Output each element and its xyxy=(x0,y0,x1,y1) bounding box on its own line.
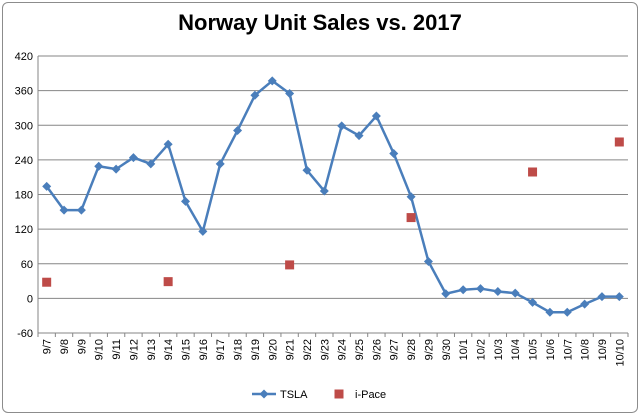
data-point-tsla xyxy=(580,299,590,309)
data-point-tsla xyxy=(215,159,225,169)
legend-label-tsla: TSLA xyxy=(280,389,308,401)
series-line-tsla xyxy=(45,79,620,314)
data-point-tsla xyxy=(163,139,173,149)
x-tick-label: 9/10 xyxy=(94,339,106,360)
data-point-tsla xyxy=(94,161,104,171)
data-point-tsla xyxy=(597,292,607,302)
x-tick-label: 9/29 xyxy=(423,339,435,360)
x-tick-label: 9/24 xyxy=(337,339,349,360)
x-tick-label: 10/2 xyxy=(476,339,488,360)
data-point-tsla xyxy=(337,121,347,131)
data-point-tsla xyxy=(441,289,451,299)
data-point-tsla xyxy=(406,192,416,202)
x-tick-label: 9/20 xyxy=(267,339,279,360)
data-point-tsla xyxy=(493,286,503,296)
y-tick-label: 120 xyxy=(15,224,33,236)
data-point-tsla xyxy=(285,89,295,99)
x-tick-label: 9/23 xyxy=(319,339,331,360)
data-point-tsla xyxy=(76,205,86,215)
x-tick-label: 10/8 xyxy=(580,339,592,360)
data-point-tsla xyxy=(250,90,260,100)
x-tick-label: 10/7 xyxy=(562,339,574,360)
data-point-i-pace xyxy=(406,213,416,223)
x-tick-label: 9/18 xyxy=(233,339,245,360)
x-tick-label: 9/19 xyxy=(250,339,262,360)
x-tick-label: 9/9 xyxy=(76,339,88,354)
data-point-tsla xyxy=(389,149,399,159)
data-point-tsla xyxy=(319,186,329,196)
x-tick-label: 9/13 xyxy=(146,339,158,360)
y-tick-label: 240 xyxy=(15,155,33,167)
legend-marker-tsla xyxy=(259,389,269,399)
x-tick-label: 9/12 xyxy=(128,339,140,360)
data-point-tsla xyxy=(146,159,156,169)
x-tick-label: 10/3 xyxy=(493,339,505,360)
legend-label-i-pace: i-Pace xyxy=(355,389,386,401)
x-tick-label: 9/8 xyxy=(59,339,71,354)
data-point-tsla xyxy=(111,164,121,174)
y-tick-label: 420 xyxy=(15,51,33,63)
x-tick-label: 9/25 xyxy=(354,339,366,360)
x-tick-label: 9/21 xyxy=(285,339,297,360)
data-point-tsla xyxy=(59,205,69,215)
data-point-tsla xyxy=(458,285,468,295)
x-tick-label: 9/16 xyxy=(198,339,210,360)
data-point-tsla xyxy=(233,125,243,135)
data-point-tsla xyxy=(423,256,433,266)
data-point-tsla xyxy=(42,181,52,191)
x-tick-label: 9/22 xyxy=(302,339,314,360)
data-point-tsla xyxy=(198,226,208,236)
data-point-tsla xyxy=(181,196,190,206)
y-tick-label: 300 xyxy=(15,120,33,132)
x-tick-label: 9/14 xyxy=(163,339,175,360)
data-point-tsla xyxy=(371,111,381,121)
data-point-tsla xyxy=(528,297,538,307)
x-tick-label: 10/10 xyxy=(614,339,626,367)
x-tick-label: 10/5 xyxy=(528,339,540,360)
y-tick-label: 0 xyxy=(27,293,33,305)
data-point-tsla xyxy=(510,288,520,298)
x-tick-label: 9/7 xyxy=(42,339,54,354)
data-point-i-pace xyxy=(614,137,624,147)
data-point-tsla xyxy=(128,153,138,163)
x-tick-label: 10/1 xyxy=(458,339,470,360)
data-point-i-pace xyxy=(285,260,295,270)
x-tick-label: 9/28 xyxy=(406,339,418,360)
data-point-tsla xyxy=(614,292,624,302)
data-point-tsla xyxy=(302,165,312,175)
x-tick-label: 9/15 xyxy=(181,339,193,360)
data-point-tsla xyxy=(545,307,555,317)
x-tick-label: 10/9 xyxy=(597,339,609,360)
data-point-tsla xyxy=(476,284,485,294)
x-tick-label: 9/27 xyxy=(389,339,401,360)
data-point-i-pace xyxy=(528,167,538,177)
y-tick-label: -60 xyxy=(17,328,33,340)
y-tick-label: 360 xyxy=(15,86,33,98)
y-tick-label: 60 xyxy=(21,259,33,271)
data-point-tsla xyxy=(267,76,277,86)
legend-marker-i-pace xyxy=(334,389,344,399)
chart-title: Norway Unit Sales vs. 2017 xyxy=(178,10,462,35)
x-tick-label: 9/26 xyxy=(371,339,383,360)
x-tick-label: 9/17 xyxy=(215,339,227,360)
data-point-tsla xyxy=(354,131,364,141)
data-point-i-pace xyxy=(42,277,52,287)
x-tick-label: 10/6 xyxy=(545,339,557,360)
data-point-tsla xyxy=(562,307,572,317)
data-point-i-pace xyxy=(163,277,173,287)
x-tick-label: 9/30 xyxy=(441,339,453,360)
x-tick-label: 9/11 xyxy=(111,339,123,360)
x-tick-label: 10/4 xyxy=(510,339,522,360)
y-tick-label: 180 xyxy=(15,190,33,202)
